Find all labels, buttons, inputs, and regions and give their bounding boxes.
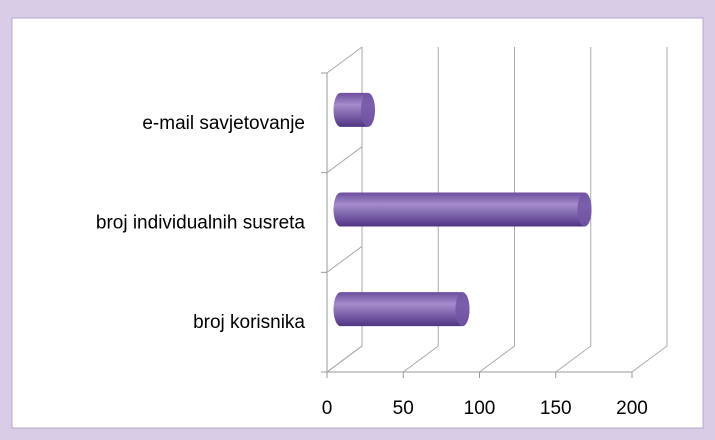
grid-line bbox=[631, 47, 668, 373]
bar-cap bbox=[577, 192, 592, 227]
x-tick-label: 150 bbox=[540, 398, 572, 419]
grid-line bbox=[402, 47, 439, 373]
x-tick-label: 100 bbox=[464, 398, 496, 419]
bar-cap bbox=[360, 92, 375, 127]
x-tick-label: 200 bbox=[616, 398, 648, 419]
category-label: broj individualnih susreta bbox=[96, 213, 306, 234]
bar bbox=[333, 292, 470, 327]
axis-line bbox=[326, 46, 363, 74]
axis-line bbox=[326, 146, 363, 174]
grid-line bbox=[555, 47, 592, 373]
x-tick-label: 50 bbox=[393, 398, 414, 419]
x-tick-label: 0 bbox=[322, 398, 333, 419]
grid-line bbox=[479, 47, 515, 373]
bar bbox=[333, 192, 592, 227]
bar-cap bbox=[455, 292, 470, 327]
grid-line bbox=[326, 47, 363, 373]
axis-line bbox=[326, 245, 363, 273]
category-label: broj korisnika bbox=[193, 312, 305, 333]
category-label: e-mail savjetovanje bbox=[142, 113, 305, 134]
